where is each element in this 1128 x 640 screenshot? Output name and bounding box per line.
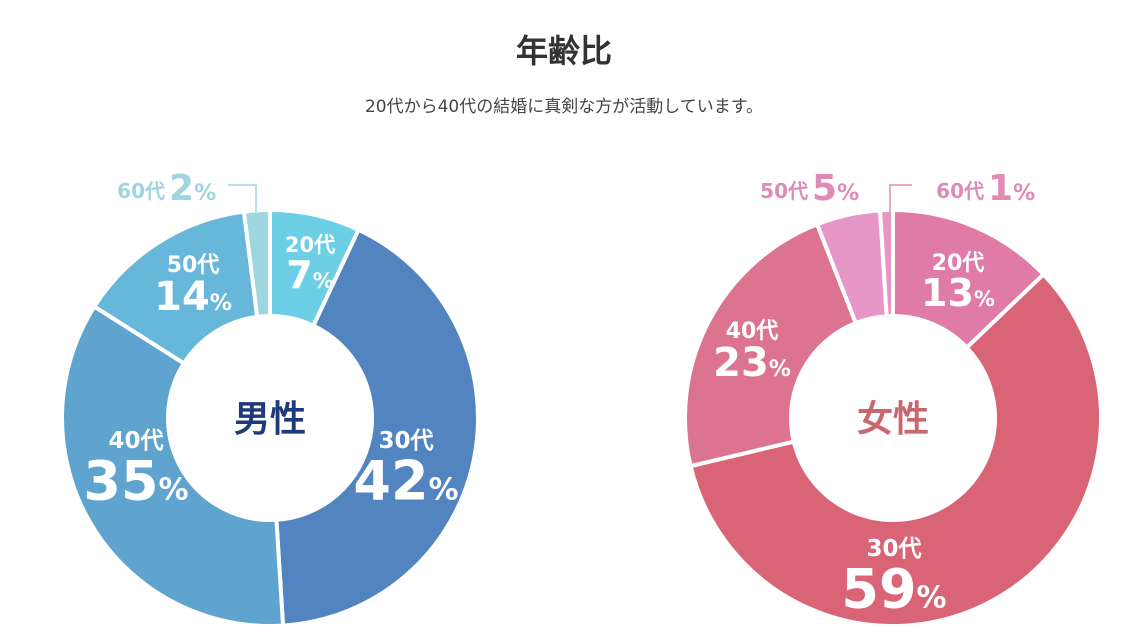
donut-slice-30代 [274, 227, 480, 628]
slice-20代-value-label: 13% [921, 271, 995, 315]
leader-line [228, 184, 257, 212]
slice-20代-category-label: 20代 [285, 233, 335, 257]
page-subtitle: 20代から40代の結婚に真剣な方が活動しています。 [364, 97, 764, 117]
slice-60代-value-label: 2% [169, 168, 216, 209]
slice-40代-value-label: 35% [83, 449, 188, 512]
slice-50代-value-label: 5% [812, 168, 859, 209]
page-title: 年齢比 [515, 32, 612, 70]
donut-slice-60代 [241, 207, 272, 320]
slice-40代-value-label: 23% [713, 340, 791, 386]
slice-20代-category-label: 20代 [932, 251, 985, 276]
donut-slice-40代 [60, 303, 286, 628]
slice-40代-category-label: 40代 [108, 428, 163, 454]
slice-60代-category-label: 60代 [936, 179, 984, 203]
slice-30代-value-label: 59% [841, 557, 946, 620]
donut-center-label: 女性 [857, 399, 929, 440]
slice-30代-category-label: 30代 [866, 536, 921, 562]
slice-40代-category-label: 40代 [726, 319, 779, 344]
leader-line [889, 184, 912, 212]
slice-60代-category-label: 60代 [117, 179, 165, 203]
donut-slice-40代 [683, 221, 859, 469]
slice-20代-value-label: 7% [286, 253, 334, 297]
donut-slice-60代 [877, 207, 895, 319]
slice-60代-value-label: 1% [988, 168, 1035, 209]
slice-30代-category-label: 30代 [378, 428, 433, 454]
slice-50代-category-label: 50代 [167, 253, 220, 278]
slice-30代-value-label: 42% [353, 449, 458, 512]
donut-center-label: 男性 [234, 399, 306, 440]
slice-50代-value-label: 14% [154, 274, 232, 320]
slice-50代-category-label: 50代 [760, 179, 808, 203]
donut-slice-30代 [688, 271, 1103, 628]
donut-slice-50代 [91, 209, 260, 367]
